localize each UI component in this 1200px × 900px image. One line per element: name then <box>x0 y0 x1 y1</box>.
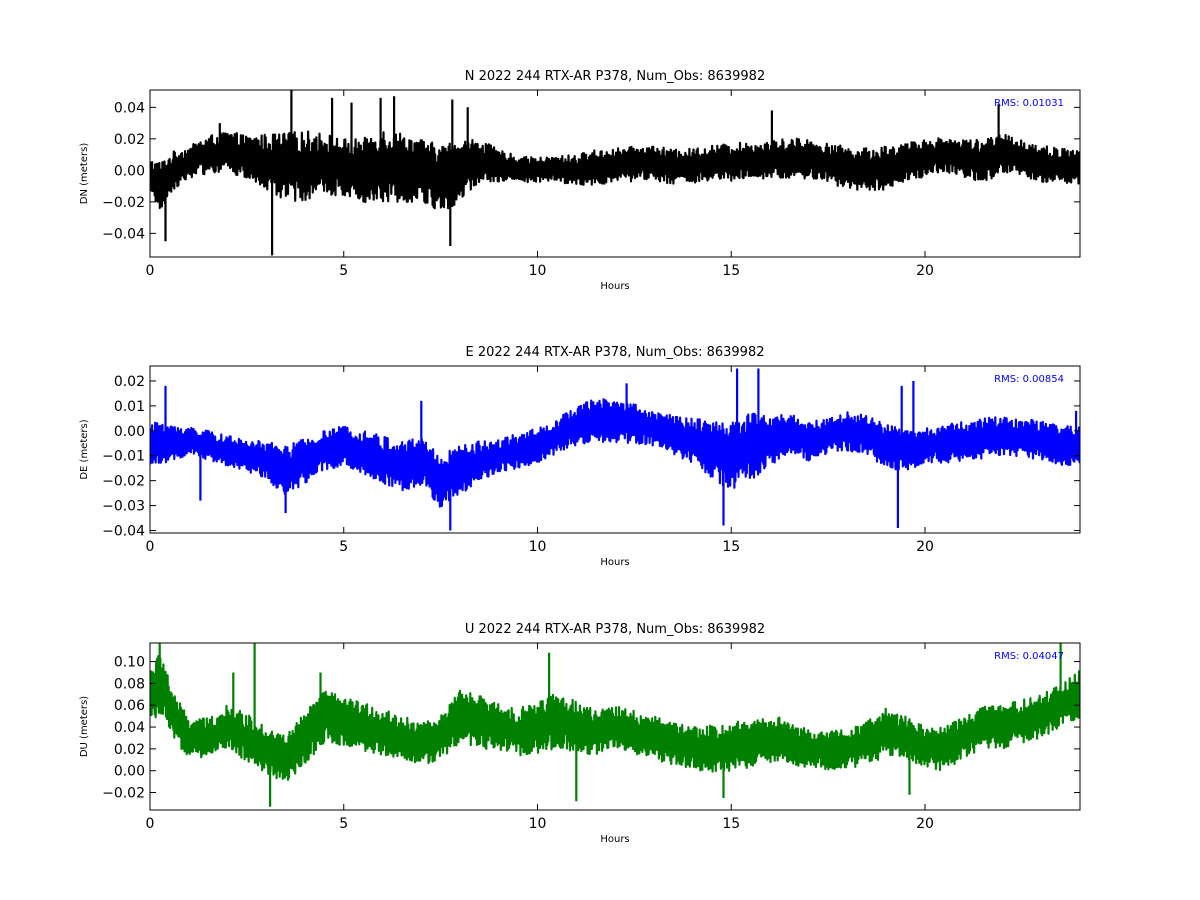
east-y-tick-label: 0.00 <box>114 424 145 440</box>
east-y-tick-label: −0.03 <box>102 499 145 515</box>
east-x-tick-label: 5 <box>339 539 348 555</box>
up-x-tick-label: 15 <box>722 816 740 832</box>
north-y-axis-label: DN (meters) <box>79 143 90 205</box>
up-x-tick-label: 0 <box>146 816 155 832</box>
up-chart-title: U 2022 244 RTX-AR P378, Num_Obs: 8639982 <box>465 622 765 637</box>
east-x-tick-label: 10 <box>529 539 547 555</box>
east-x-tick-label: 20 <box>916 539 934 555</box>
north-x-tick-label: 15 <box>722 263 740 279</box>
north-y-tick-label: −0.04 <box>102 226 145 242</box>
north-y-tick-label: 0.02 <box>114 132 145 148</box>
east-axes-frame <box>149 365 1081 534</box>
east-x-tick-label: 0 <box>146 539 155 555</box>
up-x-tick-label: 10 <box>529 816 547 832</box>
up-y-tick-label: 0.00 <box>114 764 145 780</box>
north-x-axis-label: Hours <box>600 281 629 292</box>
north-axes-frame <box>149 89 1081 258</box>
north-y-tick-label: −0.02 <box>102 195 145 211</box>
panel-north: 0 5 10 15 20 −0.04 −0.02 0.00 0.02 0.04 N 2022 244… <box>79 69 1081 292</box>
north-series-line <box>150 90 1080 256</box>
up-series-line <box>150 643 1080 807</box>
east-y-tick-label: −0.02 <box>102 474 145 490</box>
north-x-tick-label: 0 <box>146 263 155 279</box>
north-rms-annotation: RMS: 0.01031 <box>994 98 1064 109</box>
up-y-tick-label: 0.08 <box>114 676 145 692</box>
north-y-tick-label: 0.04 <box>114 100 145 116</box>
east-series-line <box>150 368 1080 531</box>
north-chart-title: N 2022 244 RTX-AR P378, Num_Obs: 8639982 <box>465 69 765 84</box>
east-x-axis-label: Hours <box>600 557 629 568</box>
panel-east: 0 5 10 15 20 −0.04 −0.03 −0.02 −0.01 0.00 0.01 0.02… <box>79 345 1081 568</box>
east-y-tick-label: −0.01 <box>102 449 145 465</box>
up-rms-annotation: RMS: 0.04047 <box>994 651 1064 662</box>
east-x-tick-label: 15 <box>722 539 740 555</box>
up-y-tick-label: 0.10 <box>114 655 145 671</box>
up-x-axis-label: Hours <box>600 834 629 845</box>
east-chart-title: E 2022 244 RTX-AR P378, Num_Obs: 8639982 <box>466 345 765 360</box>
north-x-tick-label: 10 <box>529 263 547 279</box>
east-y-tick-label: 0.01 <box>114 399 145 415</box>
north-x-tick-label: 20 <box>916 263 934 279</box>
north-y-tick-label: 0.00 <box>114 163 145 179</box>
north-x-tick-label: 5 <box>339 263 348 279</box>
east-y-tick-label: −0.04 <box>102 524 145 540</box>
east-y-axis-label: DE (meters) <box>79 419 90 479</box>
up-y-axis-label: DU (meters) <box>79 696 90 757</box>
east-y-tick-label: 0.02 <box>114 374 145 390</box>
up-axes-frame <box>149 642 1081 811</box>
up-y-tick-label: −0.02 <box>102 786 145 802</box>
up-x-tick-label: 5 <box>339 816 348 832</box>
up-y-tick-label: 0.02 <box>114 742 145 758</box>
up-y-tick-label: 0.06 <box>114 698 145 714</box>
up-y-tick-label: 0.04 <box>114 720 145 736</box>
east-rms-annotation: RMS: 0.00854 <box>994 374 1064 385</box>
up-x-tick-label: 20 <box>916 816 934 832</box>
panel-up: 0 5 10 15 20 −0.02 0.00 0.02 0.04 0.06 0.08 0.10 U 2… <box>79 622 1081 845</box>
